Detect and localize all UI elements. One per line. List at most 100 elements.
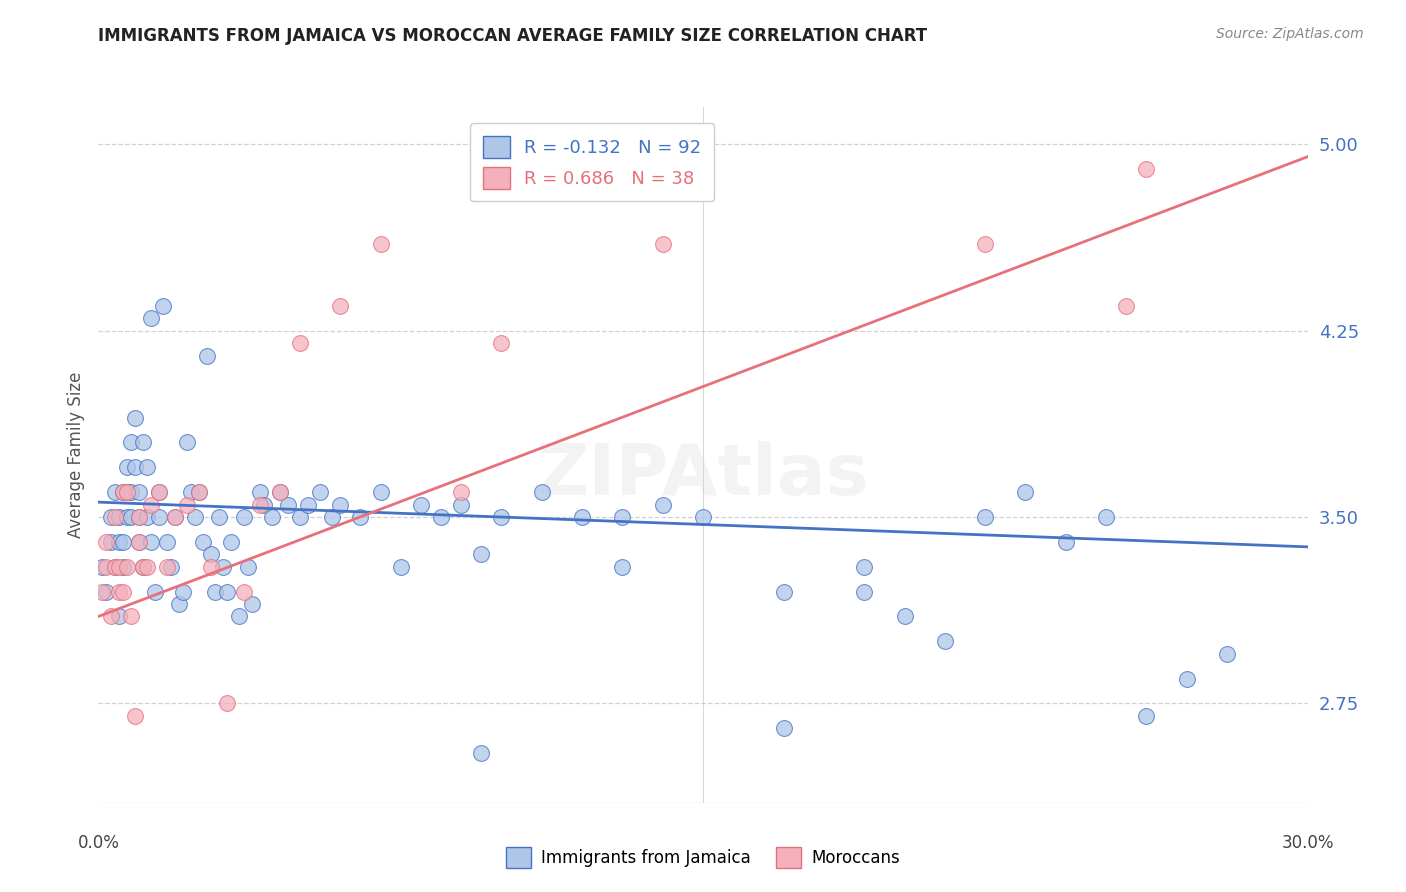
Point [772, 584, 794, 599]
Y-axis label: Average Family Size: Average Family Size [66, 372, 84, 538]
Point [253, 498, 276, 512]
Point [571, 510, 593, 524]
Point [217, 697, 239, 711]
Point [232, 510, 254, 524]
Point [389, 559, 412, 574]
Point [152, 299, 174, 313]
Point [612, 510, 634, 524]
Point [107, 559, 129, 574]
Point [100, 609, 122, 624]
Point [107, 510, 129, 524]
Point [184, 510, 207, 524]
Point [103, 559, 125, 574]
Point [115, 485, 138, 500]
Point [349, 510, 371, 524]
Point [651, 236, 673, 251]
Point [370, 485, 392, 500]
Point [107, 584, 129, 599]
Point [195, 349, 218, 363]
Point [124, 708, 146, 723]
Point [288, 336, 311, 351]
Point [260, 510, 283, 524]
Point [974, 236, 997, 251]
Point [188, 485, 211, 500]
Point [193, 535, 215, 549]
Point [111, 485, 134, 500]
Point [208, 510, 231, 524]
Point [236, 559, 259, 574]
Point [232, 584, 254, 599]
Text: IMMIGRANTS FROM JAMAICA VS MOROCCAN AVERAGE FAMILY SIZE CORRELATION CHART: IMMIGRANTS FROM JAMAICA VS MOROCCAN AVER… [98, 27, 928, 45]
Point [103, 485, 125, 500]
Point [370, 236, 392, 251]
Point [1115, 299, 1137, 313]
Point [135, 510, 157, 524]
Point [772, 721, 794, 735]
Point [269, 485, 291, 500]
Point [128, 510, 150, 524]
Point [176, 435, 198, 450]
Point [321, 510, 343, 524]
Point [115, 485, 138, 500]
Point [934, 634, 956, 648]
Point [329, 498, 352, 512]
Point [128, 535, 150, 549]
Point [139, 498, 162, 512]
Point [115, 510, 138, 524]
Text: ZIPAtlas: ZIPAtlas [537, 442, 869, 510]
Point [612, 559, 634, 574]
Point [120, 485, 142, 500]
Point [221, 535, 243, 549]
Point [450, 498, 472, 512]
Point [128, 485, 150, 500]
Point [651, 498, 673, 512]
Point [96, 535, 118, 549]
Point [160, 559, 183, 574]
Point [111, 535, 134, 549]
Point [132, 559, 155, 574]
Point [135, 559, 157, 574]
Point [249, 498, 271, 512]
Point [1014, 485, 1036, 500]
Point [100, 510, 122, 524]
Point [148, 485, 170, 500]
Point [91, 584, 114, 599]
Point [974, 510, 997, 524]
Point [1216, 647, 1239, 661]
Point [450, 485, 472, 500]
Point [1054, 535, 1077, 549]
Point [204, 584, 226, 599]
Point [103, 559, 125, 574]
Text: 30.0%: 30.0% [1281, 834, 1334, 852]
Point [96, 559, 118, 574]
Point [1175, 672, 1198, 686]
Text: Source: ZipAtlas.com: Source: ZipAtlas.com [1216, 27, 1364, 41]
Point [139, 535, 162, 549]
Point [148, 485, 170, 500]
Point [288, 510, 311, 524]
Point [120, 510, 142, 524]
Point [217, 584, 239, 599]
Point [1095, 510, 1118, 524]
Point [132, 559, 155, 574]
Point [228, 609, 250, 624]
Point [91, 559, 114, 574]
Point [409, 498, 432, 512]
Point [124, 410, 146, 425]
Point [111, 485, 134, 500]
Point [240, 597, 263, 611]
Point [200, 559, 222, 574]
Point [135, 460, 157, 475]
Point [470, 547, 492, 561]
Point [277, 498, 299, 512]
Point [111, 559, 134, 574]
Point [96, 584, 118, 599]
Point [430, 510, 453, 524]
Point [530, 485, 553, 500]
Point [128, 535, 150, 549]
Point [470, 746, 492, 760]
Point [132, 435, 155, 450]
Point [212, 559, 235, 574]
Point [107, 609, 129, 624]
Point [115, 559, 138, 574]
